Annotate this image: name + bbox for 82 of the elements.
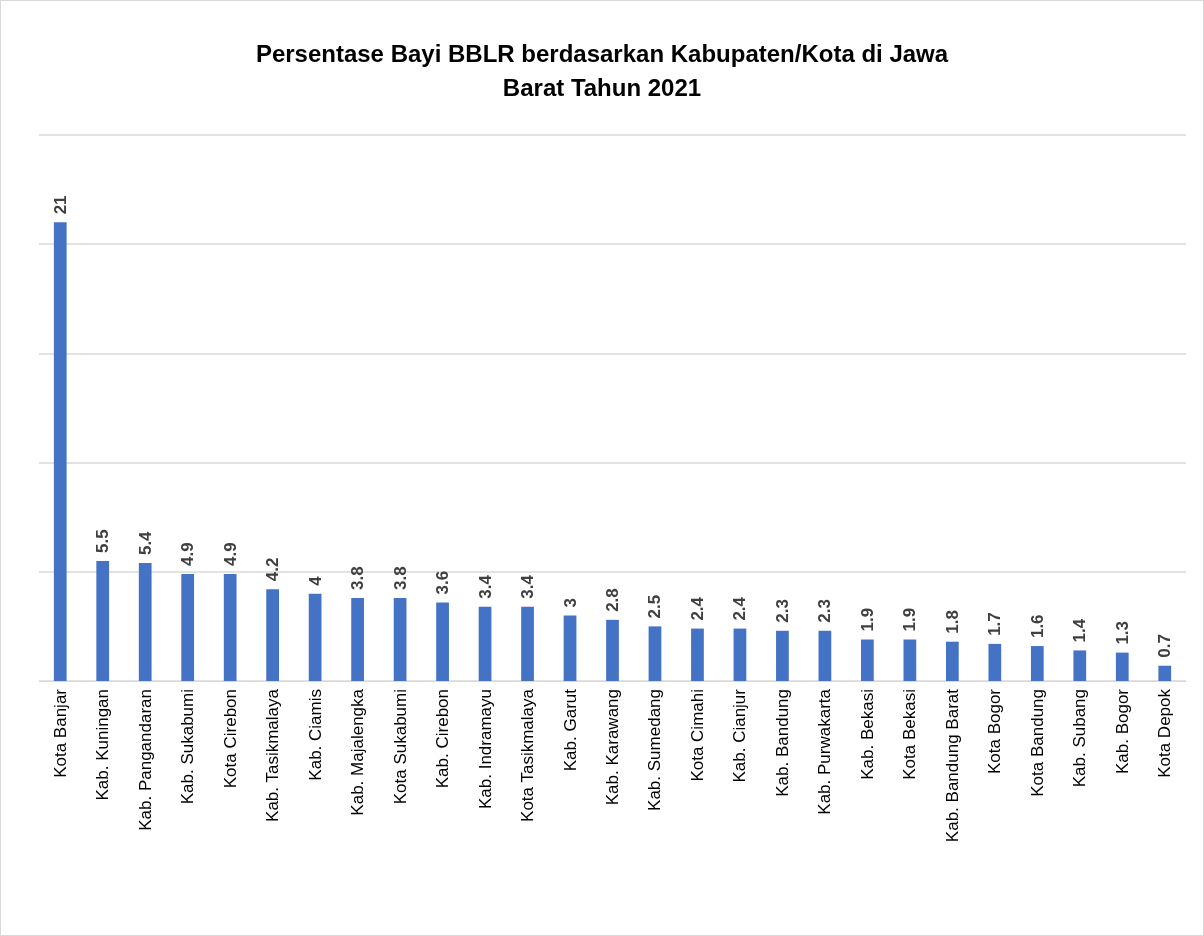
x-tick-label: Kab. Bogor: [1112, 688, 1132, 775]
data-label: 1.7: [985, 612, 1005, 636]
data-label: 0.7: [1155, 634, 1175, 658]
data-label: 1.4: [1070, 618, 1090, 643]
x-tick-label: Kota Sukabumi: [390, 689, 410, 805]
chart-title: Persentase Bayi BBLR berdasarkan Kabupaten/Kota di Jawa Barat Tahun 2021: [255, 39, 949, 101]
bar: [563, 615, 577, 681]
data-label: 2.8: [603, 588, 622, 612]
x-tick-label: Kab. Karawang: [603, 689, 622, 806]
data-label: 4.2: [263, 557, 283, 582]
bar: [1158, 665, 1172, 681]
bar: [988, 643, 1002, 681]
x-tick-label: Kab. Sumedang: [645, 689, 665, 811]
data-label: 2.3: [815, 599, 835, 623]
bar: [478, 606, 492, 681]
bar: [223, 573, 237, 681]
x-tick-label: Kab. Cianjur: [730, 688, 750, 783]
data-label: 2.3: [772, 599, 792, 623]
x-tick-label: Kota Bogor: [985, 688, 1005, 775]
x-tick-label: Kab. Indramayu: [475, 689, 495, 810]
x-tick-label: Kota Bekasi: [900, 689, 920, 780]
bar: [393, 598, 407, 681]
x-tick-label: Kab. Ciamis: [305, 689, 325, 781]
data-label: 4: [305, 575, 325, 586]
bar: [266, 589, 280, 681]
bar: [351, 598, 364, 681]
data-label: 5.4: [135, 530, 155, 556]
bar: [436, 602, 449, 681]
data-label: 5.5: [93, 529, 113, 553]
bar: [53, 222, 67, 681]
x-tick-label: Kota Cimahi: [687, 689, 707, 782]
data-label: 2.4: [687, 596, 707, 621]
x-tick-label: Kab. Bekasi: [857, 689, 877, 780]
bar: [521, 606, 534, 681]
x-tick-label: Kab. Pangandaran: [135, 689, 155, 831]
bar: [818, 630, 832, 681]
data-label: 3.6: [433, 570, 453, 595]
data-label: 1.3: [1112, 620, 1132, 645]
bar: [606, 619, 619, 681]
bar: [861, 639, 874, 681]
bar: [1030, 646, 1044, 681]
data-label: 4.9: [220, 542, 240, 566]
bar: [945, 641, 959, 681]
data-label: 2.5: [645, 594, 665, 619]
bar: [181, 573, 195, 681]
bar: [776, 630, 789, 681]
x-tick-label: Kab. Bandung Barat: [942, 688, 962, 843]
data-label: 3.8: [348, 566, 368, 591]
data-label: 4.9: [178, 542, 198, 566]
x-tick-label: Kab. Garut: [560, 688, 580, 772]
x-tick-label: Kab. Purwakarta: [815, 688, 835, 815]
x-tick-label: Kota Bandung: [1027, 689, 1047, 797]
data-label: 3: [560, 598, 580, 608]
x-tick-label: Kota Tasikmalaya: [518, 688, 538, 822]
x-tick-label: Kota Cirebon: [220, 689, 240, 789]
bar: [648, 626, 662, 681]
bar: [96, 560, 110, 681]
data-label: 1.9: [900, 607, 920, 632]
x-tick-label: Kab. Tasikmalaya: [263, 688, 283, 822]
data-label: 1.6: [1027, 614, 1047, 639]
x-tick-label: Kab. Bandung: [772, 689, 792, 797]
x-tick-label: Kab. Sukabumi: [178, 689, 198, 805]
bar: [1073, 650, 1087, 681]
data-label: 3.4: [518, 574, 538, 599]
bar: [691, 628, 704, 681]
data-label: 2.4: [730, 596, 750, 621]
x-tick-label: Kab. Majalengka: [348, 688, 368, 816]
x-tick-label: Kab. Kuningan: [93, 689, 113, 801]
data-label: 21: [50, 195, 70, 215]
bar: [733, 628, 747, 681]
data-label: 3.8: [390, 566, 410, 591]
bar: [138, 563, 152, 681]
x-tick-label: Kota Banjar: [50, 688, 70, 778]
data-label: 3.4: [475, 574, 495, 599]
x-tick-label: Kota Depok: [1155, 688, 1175, 778]
data-label: 1.9: [857, 607, 877, 632]
bar: [903, 639, 917, 681]
x-tick-label: Kab. Subang: [1070, 689, 1090, 788]
bar: [308, 593, 322, 681]
data-label: 1.8: [942, 610, 962, 634]
bar: [1115, 652, 1129, 681]
x-tick-label: Kab. Cirebon: [433, 689, 453, 789]
